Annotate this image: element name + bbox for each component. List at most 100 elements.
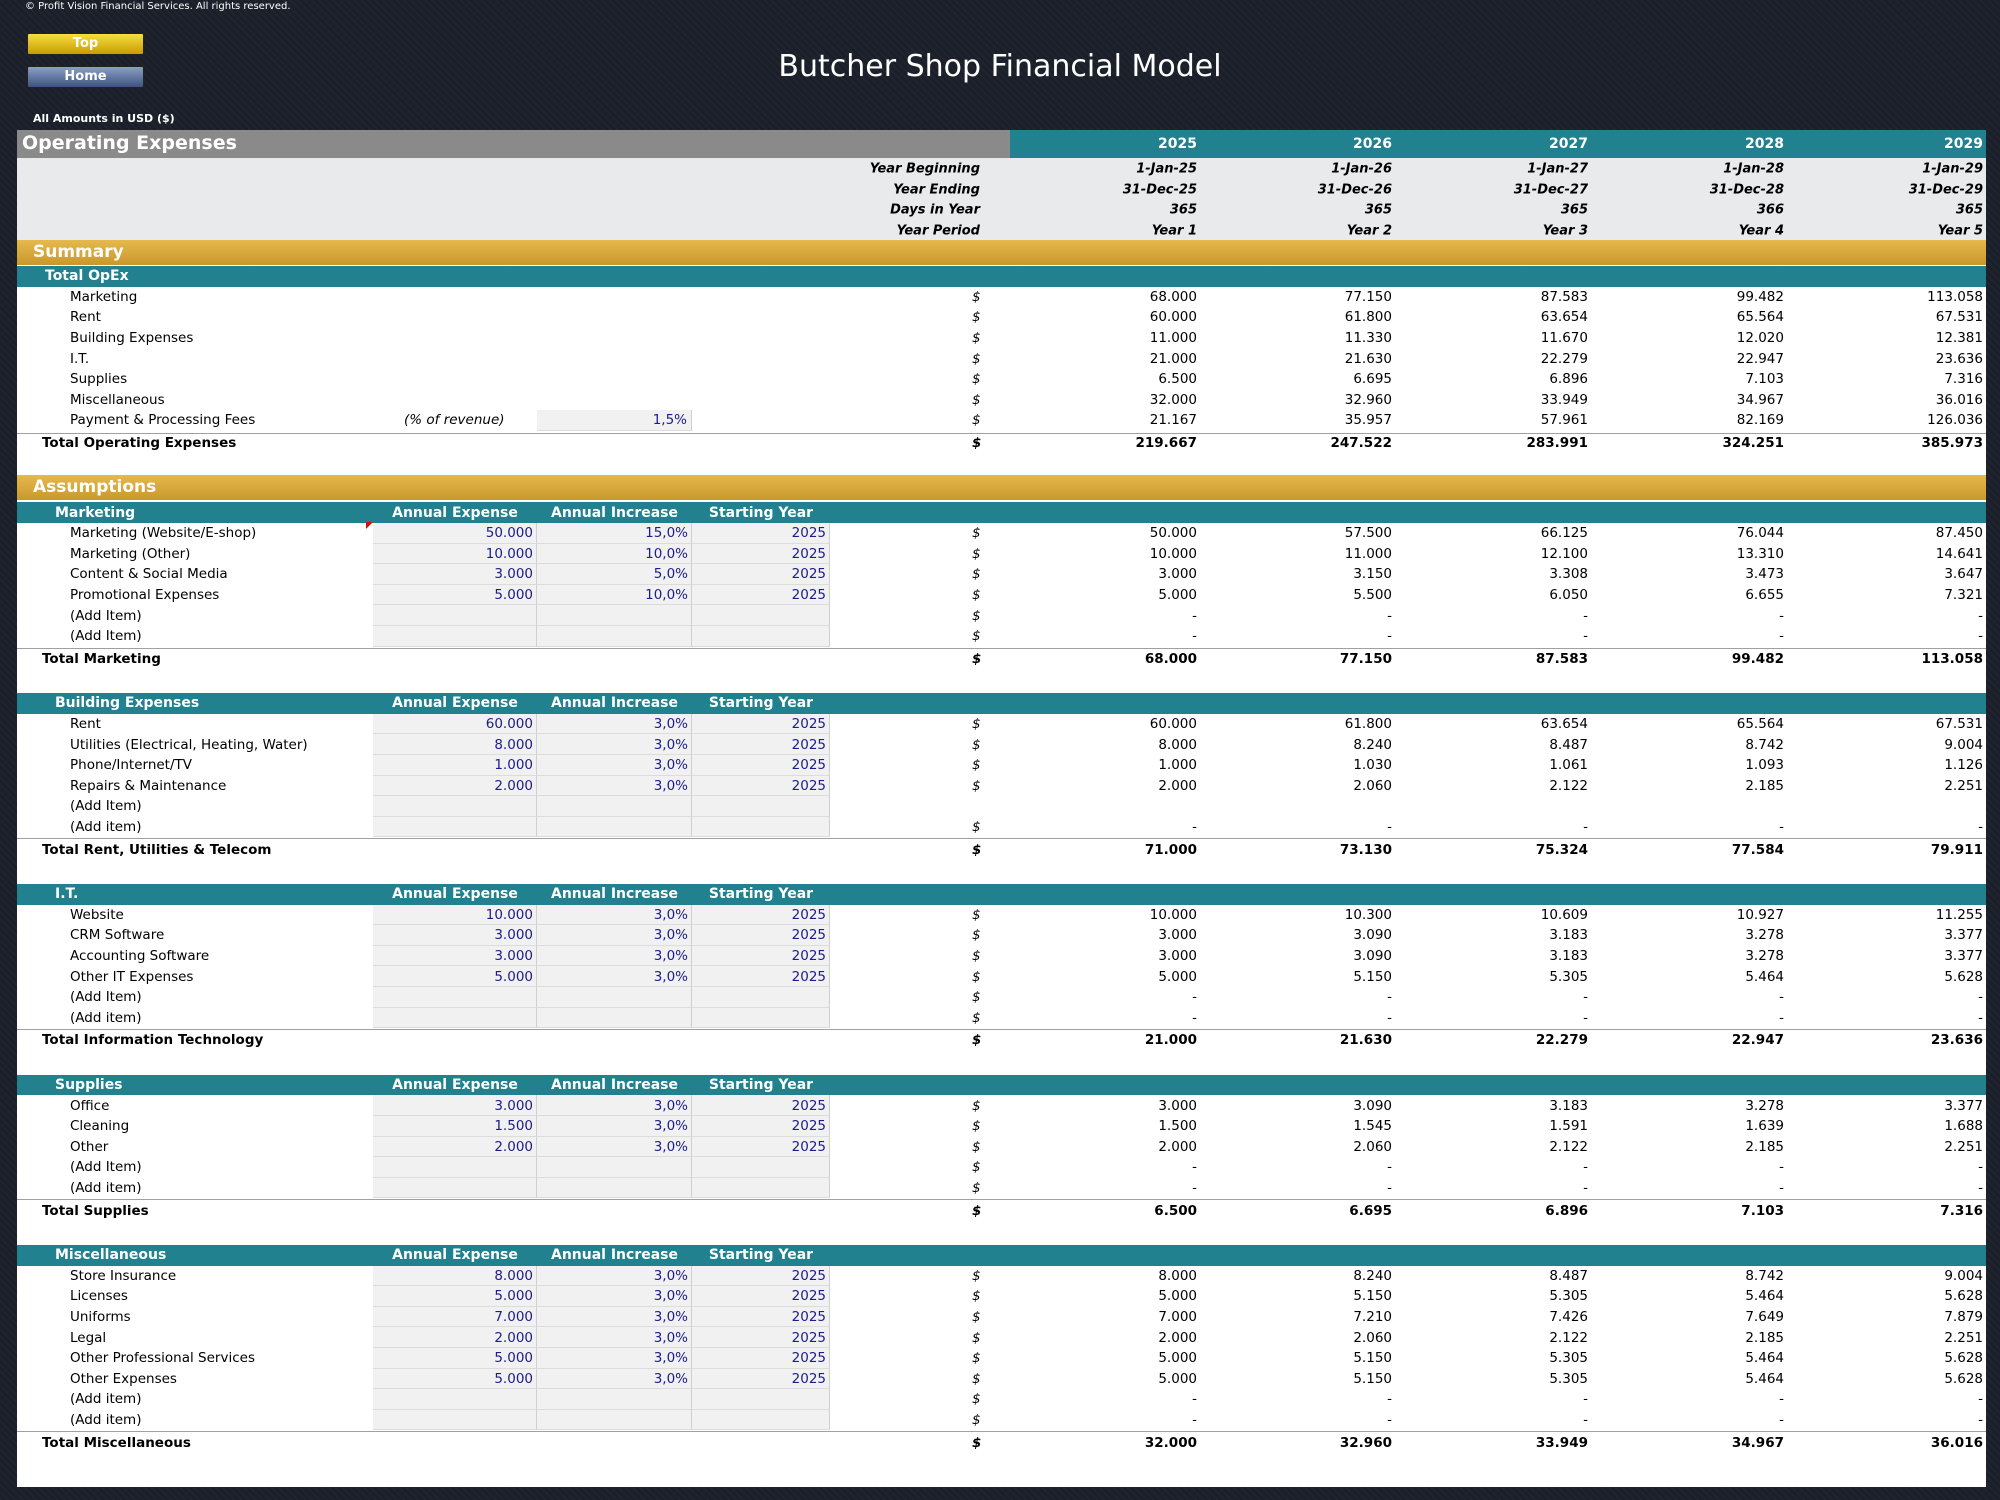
input-cell[interactable]	[373, 1389, 537, 1410]
input-cell[interactable]	[692, 1389, 830, 1410]
input-cell[interactable]	[373, 564, 537, 585]
input-cell[interactable]	[537, 605, 692, 626]
input-cell[interactable]	[373, 1286, 537, 1307]
input-cell[interactable]	[692, 564, 830, 585]
input-cell[interactable]	[692, 626, 830, 647]
input-cell[interactable]	[692, 775, 830, 797]
input-cell[interactable]	[537, 1007, 692, 1029]
year-value: 32.960	[1339, 1434, 1392, 1451]
input-cell[interactable]	[692, 1306, 830, 1328]
input-cell[interactable]	[537, 945, 692, 967]
input-cell[interactable]	[373, 605, 537, 626]
input-cell[interactable]	[537, 523, 692, 544]
input-cell[interactable]	[537, 796, 692, 817]
input-cell[interactable]	[373, 945, 537, 967]
input-cell[interactable]	[692, 1368, 830, 1390]
input-cell[interactable]	[537, 543, 692, 565]
input-cell[interactable]	[692, 1286, 830, 1307]
input-cell[interactable]	[373, 1265, 537, 1287]
input-cell[interactable]	[373, 987, 537, 1008]
input-cell[interactable]	[537, 775, 692, 797]
input-cell[interactable]	[373, 775, 537, 797]
input-cell[interactable]	[537, 1265, 692, 1287]
input-cell[interactable]	[692, 1265, 830, 1287]
input-cell[interactable]	[373, 966, 537, 987]
input-cell[interactable]	[537, 816, 692, 838]
input-cell[interactable]	[373, 584, 537, 606]
input-cell[interactable]	[537, 1327, 692, 1348]
input-cell[interactable]	[692, 796, 830, 817]
input-cell[interactable]	[692, 816, 830, 838]
input-cell[interactable]	[373, 816, 537, 838]
input-cell[interactable]	[537, 1389, 692, 1410]
input-cell[interactable]	[692, 945, 830, 967]
input-cell[interactable]	[692, 543, 830, 565]
input-cell[interactable]	[537, 1136, 692, 1158]
input-cell[interactable]	[537, 925, 692, 946]
input-cell[interactable]	[373, 1368, 537, 1390]
input-cell[interactable]	[692, 1116, 830, 1137]
input-cell[interactable]	[537, 966, 692, 987]
input-cell[interactable]	[537, 1286, 692, 1307]
input-cell[interactable]	[373, 796, 537, 817]
input-cell[interactable]	[373, 626, 537, 647]
input-cell[interactable]	[692, 713, 830, 735]
input-cell[interactable]	[537, 734, 692, 755]
input-cell[interactable]	[692, 1409, 830, 1431]
input-cell[interactable]	[692, 1095, 830, 1116]
input-cell[interactable]	[537, 1306, 692, 1328]
input-cell[interactable]	[692, 584, 830, 606]
input-cell[interactable]	[537, 1368, 692, 1390]
input-cell[interactable]	[373, 1136, 537, 1158]
input-cell[interactable]	[692, 734, 830, 755]
input-cell[interactable]	[537, 713, 692, 735]
input-cell[interactable]	[373, 904, 537, 926]
input-cell[interactable]	[692, 987, 830, 1008]
input-cell[interactable]	[537, 987, 692, 1008]
input-cell[interactable]	[373, 1409, 537, 1431]
input-cell[interactable]	[537, 1157, 692, 1178]
input-cell[interactable]	[373, 1348, 537, 1369]
year-value: 2.000	[1158, 1329, 1197, 1346]
input-cell[interactable]	[692, 523, 830, 544]
input-cell[interactable]	[537, 1095, 692, 1116]
input-cell[interactable]	[373, 734, 537, 755]
input-cell[interactable]	[692, 925, 830, 946]
input-cell[interactable]	[537, 1348, 692, 1369]
input-cell[interactable]	[373, 1007, 537, 1029]
input-cell[interactable]	[537, 626, 692, 647]
input-cell[interactable]	[692, 1007, 830, 1029]
input-cell[interactable]	[373, 543, 537, 565]
input-cell[interactable]	[373, 1157, 537, 1178]
input-cell[interactable]	[692, 1157, 830, 1178]
input-cell[interactable]	[692, 1348, 830, 1369]
input-cell[interactable]	[692, 605, 830, 626]
input-cell[interactable]	[373, 1116, 537, 1137]
fee-percent-input[interactable]	[537, 410, 692, 431]
input-cell[interactable]	[692, 1177, 830, 1199]
input-cell[interactable]	[373, 1327, 537, 1348]
input-cell[interactable]	[537, 755, 692, 776]
top-button[interactable]: Top	[27, 33, 144, 55]
year-value: 23.636	[1935, 350, 1983, 367]
input-cell[interactable]	[373, 523, 537, 544]
home-button[interactable]: Home	[27, 66, 144, 88]
input-cell[interactable]	[373, 925, 537, 946]
input-cell[interactable]	[692, 755, 830, 776]
year-value: 77.584	[1731, 841, 1784, 858]
input-cell[interactable]	[537, 584, 692, 606]
input-cell[interactable]	[537, 1409, 692, 1431]
input-cell[interactable]	[537, 1116, 692, 1137]
input-cell[interactable]	[373, 713, 537, 735]
input-cell[interactable]	[537, 904, 692, 926]
input-cell[interactable]	[373, 1177, 537, 1199]
input-cell[interactable]	[537, 1177, 692, 1199]
input-cell[interactable]	[692, 1327, 830, 1348]
input-cell[interactable]	[373, 1095, 537, 1116]
input-cell[interactable]	[692, 1136, 830, 1158]
input-cell[interactable]	[373, 755, 537, 776]
input-cell[interactable]	[692, 966, 830, 987]
input-cell[interactable]	[537, 564, 692, 585]
input-cell[interactable]	[373, 1306, 537, 1328]
input-cell[interactable]	[692, 904, 830, 926]
